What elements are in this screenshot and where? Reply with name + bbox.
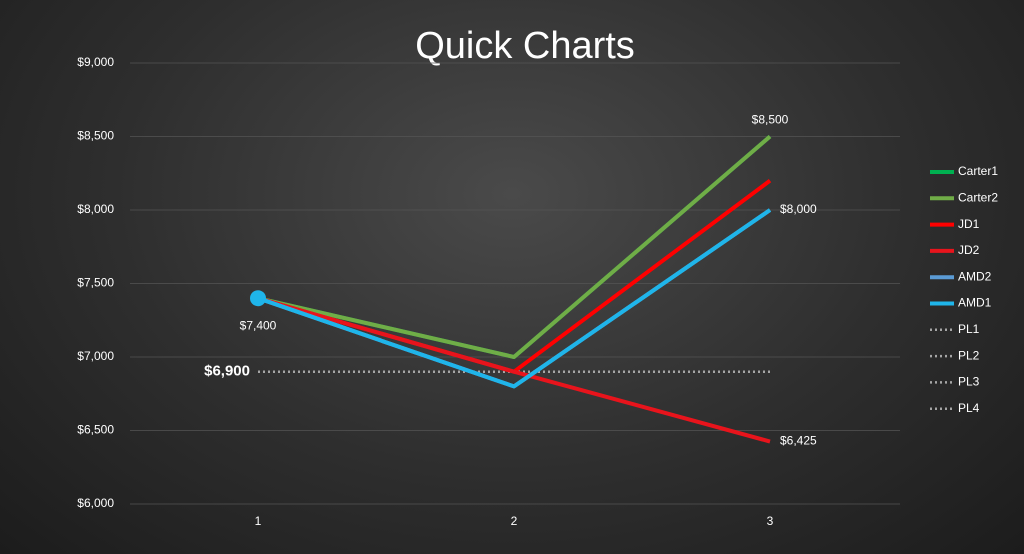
legend-label: PL3 bbox=[958, 375, 980, 389]
series-line bbox=[257, 178, 772, 374]
legend-label: PL2 bbox=[958, 348, 980, 362]
chart-title: Quick Charts bbox=[415, 25, 635, 67]
y-tick-label: $7,500 bbox=[77, 276, 114, 290]
legend-label: Carter1 bbox=[958, 164, 998, 178]
x-tick-label: 1 bbox=[255, 514, 262, 528]
data-label: $8,000 bbox=[780, 202, 817, 216]
data-label: $6,900 bbox=[204, 363, 250, 380]
y-tick-label: $8,000 bbox=[77, 202, 114, 216]
data-label: $8,500 bbox=[752, 113, 789, 127]
y-tick-label: $6,500 bbox=[77, 423, 114, 437]
x-tick-label: 2 bbox=[511, 514, 518, 528]
legend-label: JD1 bbox=[958, 217, 980, 231]
y-tick-label: $9,000 bbox=[77, 55, 114, 69]
legend-label: JD2 bbox=[958, 243, 980, 257]
legend-label: Carter2 bbox=[958, 190, 998, 204]
x-tick-label: 3 bbox=[767, 514, 774, 528]
legend-label: AMD1 bbox=[958, 296, 992, 310]
data-label: $6,425 bbox=[780, 434, 817, 448]
data-label: $7,400 bbox=[240, 318, 277, 332]
series-line bbox=[257, 208, 772, 389]
legend-label: PL4 bbox=[958, 401, 980, 415]
legend-label: PL1 bbox=[958, 322, 980, 336]
series-line bbox=[257, 296, 771, 444]
y-tick-label: $8,500 bbox=[77, 129, 114, 143]
point-marker bbox=[250, 290, 266, 307]
y-tick-label: $6,000 bbox=[77, 496, 114, 510]
series-line bbox=[257, 134, 772, 359]
y-tick-label: $7,000 bbox=[77, 349, 114, 363]
legend-label: AMD2 bbox=[958, 269, 992, 283]
